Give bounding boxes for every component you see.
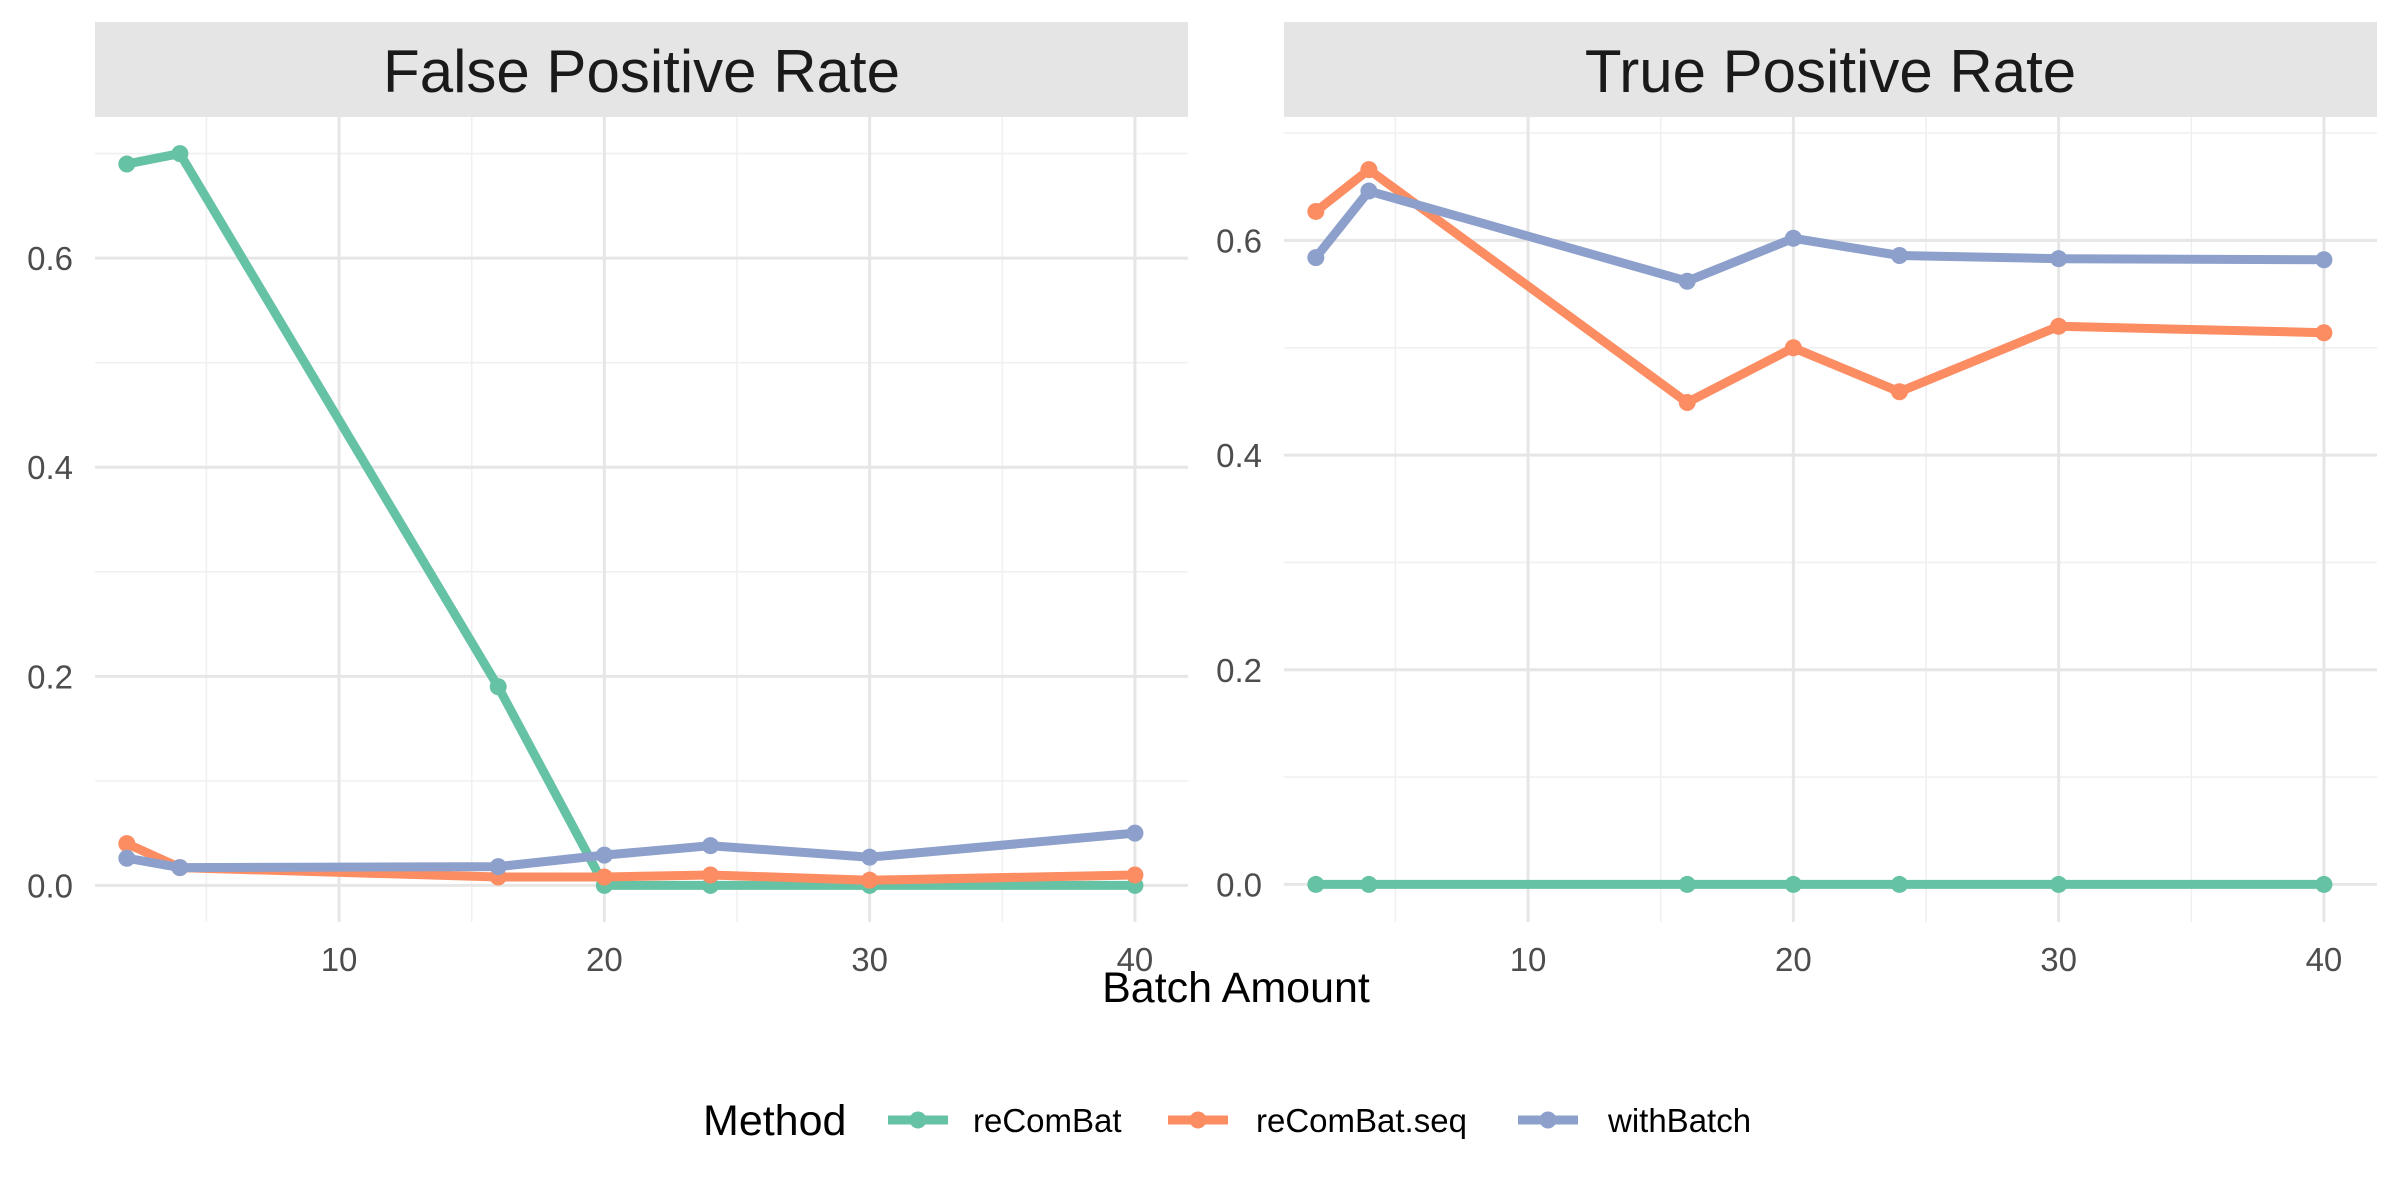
x-tick-label: 40	[2306, 941, 2343, 978]
panel-false-positive-rate: False Positive Rate 0.0 0.2 0.4 0.6 10 20 30 40	[27, 22, 1188, 978]
y-tick-label: 0.0	[1216, 866, 1262, 903]
legend-item-recombat: reComBat	[888, 1102, 1122, 1139]
legend-label: reComBat	[973, 1102, 1122, 1139]
data-point	[1126, 824, 1144, 842]
series-withbatch	[1307, 182, 2333, 290]
x-axis-title: Batch Amount	[1102, 964, 1370, 1012]
x-tick-label: 20	[1775, 941, 1812, 978]
data-point	[701, 866, 719, 884]
legend-label: reComBat.seq	[1256, 1102, 1467, 1139]
x-tick-label: 10	[1510, 941, 1547, 978]
data-point	[489, 858, 507, 876]
legend-item-withbatch: withBatch	[1518, 1102, 1751, 1139]
data-point	[118, 155, 136, 173]
data-point	[2050, 875, 2068, 893]
legend: Method reComBat reComBat.seq withBatch	[703, 1097, 1751, 1145]
data-point	[861, 848, 879, 866]
series-line	[125, 149, 1135, 890]
data-point	[2315, 875, 2333, 893]
series-line	[1313, 165, 2325, 407]
legend-label: withBatch	[1607, 1102, 1751, 1139]
series-withbatch	[118, 824, 1144, 877]
data-point	[1890, 246, 1908, 264]
x-axis: 10 20 30 40	[321, 941, 1154, 978]
y-tick-label: 0.4	[27, 449, 73, 486]
data-point	[1784, 875, 1802, 893]
panel-title: True Positive Rate	[1585, 38, 2076, 105]
series-group	[1307, 161, 2333, 893]
y-tick-label: 0.6	[1216, 222, 1262, 259]
data-point	[1890, 875, 1908, 893]
data-point	[118, 849, 136, 867]
y-tick-label: 0.0	[27, 867, 73, 904]
series-line	[126, 828, 1136, 873]
data-point	[1360, 875, 1378, 893]
data-point	[2315, 251, 2333, 269]
y-axis: 0.0 0.2 0.4 0.6	[27, 240, 73, 904]
panel-strip	[1284, 22, 2377, 117]
legend-key-point	[1539, 1111, 1557, 1129]
x-tick-label: 10	[321, 941, 358, 978]
y-axis: 0.0 0.2 0.4 0.6	[1216, 222, 1262, 903]
data-point	[1307, 202, 1325, 220]
gridlines	[1284, 117, 2377, 922]
data-point	[1307, 875, 1325, 893]
data-point	[701, 837, 719, 855]
x-tick-label: 20	[586, 941, 623, 978]
series-group	[118, 145, 1144, 894]
data-point	[1126, 866, 1144, 884]
y-tick-label: 0.2	[1216, 652, 1262, 689]
data-point	[861, 871, 879, 889]
panel-strip	[95, 22, 1188, 117]
data-point	[1360, 182, 1378, 200]
data-point	[595, 868, 613, 886]
data-point	[1307, 249, 1325, 267]
data-point	[2315, 324, 2333, 342]
x-tick-label: 30	[851, 941, 888, 978]
legend-title: Method	[703, 1097, 846, 1145]
legend-key-point	[909, 1111, 927, 1129]
series-recombat	[1307, 875, 2333, 893]
data-point	[2050, 317, 2068, 335]
data-point	[1678, 272, 1696, 290]
data-point	[118, 835, 136, 853]
panel-true-positive-rate: True Positive Rate 0.0 0.2 0.4 0.6 10 20 30 40	[1216, 22, 2377, 978]
data-point	[1678, 394, 1696, 412]
x-tick-label: 30	[2040, 941, 2077, 978]
y-tick-label: 0.6	[27, 240, 73, 277]
data-point	[1360, 161, 1378, 179]
x-axis: 10 20 30 40	[1510, 941, 2343, 978]
data-point	[1784, 229, 1802, 247]
y-tick-label: 0.2	[27, 658, 73, 695]
legend-item-recombat-seq: reComBat.seq	[1168, 1102, 1467, 1139]
data-point	[1784, 339, 1802, 357]
data-point	[171, 145, 189, 163]
series-recombat-seq	[1307, 161, 2333, 412]
data-point	[1678, 875, 1696, 893]
legend-key-point	[1189, 1111, 1207, 1129]
data-point	[595, 846, 613, 864]
data-point	[1890, 383, 1908, 401]
data-point	[489, 678, 507, 696]
panel-title: False Positive Rate	[383, 38, 900, 105]
data-point	[2050, 250, 2068, 268]
x-tick-label: 40	[1117, 941, 1154, 978]
data-point	[171, 859, 189, 877]
y-tick-label: 0.4	[1216, 437, 1262, 474]
gridlines	[95, 117, 1188, 922]
